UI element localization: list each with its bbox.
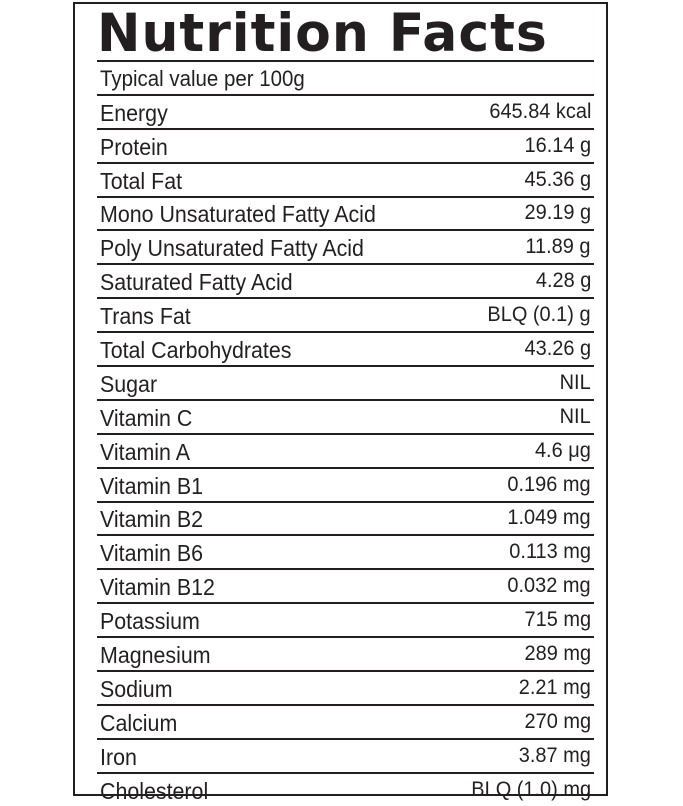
nutrient-name: Energy [100, 99, 168, 126]
nutrient-amount: 45.36 g [524, 167, 591, 191]
nutrient-amount: 16.14 g [524, 133, 591, 157]
nutrient-amount: 0.113 mg [509, 540, 591, 564]
nutrient-amount: 43.26 g [524, 337, 591, 361]
nutrient-amount: 715 mg [524, 608, 591, 632]
nutrient-name: Saturated Fatty Acid [100, 269, 293, 296]
nutrient-amount: 645.84 kcal [488, 99, 591, 123]
serving-basis-row: Typical value per 100g [97, 60, 594, 94]
nutrient-row: Vitamin A 4.6 μg [97, 432, 594, 467]
nutrient-amount: 0.196 mg [507, 472, 591, 496]
nutrient-row: Saturated Fatty Acid 4.28 g [97, 263, 594, 297]
nutrient-name: Vitamin A [100, 438, 190, 465]
nutrient-name: Vitamin B1 [100, 472, 204, 499]
nutrient-name: Mono Unsaturated Fatty Acid [100, 201, 376, 228]
nutrient-amount: NIL [559, 370, 591, 394]
nutrient-name: Magnesium [100, 642, 211, 669]
nutrient-amount: BLQ (1.0) mg [471, 777, 591, 801]
nutrient-name: Potassium [100, 608, 200, 635]
nutrient-row: Vitamin B2 1.049 mg [97, 500, 594, 535]
nutrient-amount: 0.032 mg [507, 574, 591, 598]
nutrient-name: Total Fat [100, 167, 183, 194]
nutrition-facts-label: Nutrition Facts Typical value per 100g E… [73, 2, 608, 804]
nutrient-amount: NIL [559, 404, 591, 428]
nutrient-row: Vitamin B6 0.113 mg [97, 534, 594, 568]
nutrient-amount: 4.6 μg [535, 438, 591, 462]
nutrient-row: Total Fat 45.36 g [97, 161, 594, 196]
nutrient-amount: BLQ (0.1) g [487, 303, 591, 327]
nutrient-row: Cholesterol BLQ (1.0) mg [97, 771, 594, 806]
nutrient-row: Total Carbohydrates 43.26 g [97, 331, 594, 365]
nutrient-name: Total Carbohydrates [100, 337, 292, 364]
nutrient-row: Poly Unsaturated Fatty Acid 11.89 g [97, 229, 594, 263]
nutrient-row: Energy 645.84 kcal [97, 93, 594, 128]
nutrient-row: Vitamin B1 0.196 mg [97, 466, 594, 501]
nutrient-table: Typical value per 100g Energy 645.84 kcal… [97, 60, 594, 806]
nutrient-name: Vitamin B12 [100, 574, 215, 601]
nutrient-row: Magnesium 289 mg [97, 636, 594, 670]
label-title: Nutrition Facts [97, 3, 548, 64]
nutrient-row: Vitamin B12 0.032 mg [97, 568, 594, 602]
nutrient-amount: 3.87 mg [518, 743, 591, 767]
nutrient-amount: 2.21 mg [518, 675, 591, 699]
nutrient-name: Sugar [100, 370, 158, 397]
nutrient-row: Vitamin C NIL [97, 398, 594, 433]
nutrient-row: Protein 16.14 g [97, 127, 594, 162]
nutrient-name: Cholesterol [100, 777, 209, 804]
nutrient-row: Iron 3.87 mg [97, 737, 594, 772]
nutrient-amount: 11.89 g [525, 235, 591, 259]
nutrient-row: Sugar NIL [97, 365, 594, 399]
nutrient-name: Trans Fat [100, 303, 191, 330]
nutrient-amount: 1.049 mg [507, 506, 591, 530]
nutrient-amount: 270 mg [524, 709, 591, 733]
nutrient-amount: 289 mg [524, 642, 591, 666]
nutrient-row: Potassium 715 mg [97, 602, 594, 636]
nutrient-amount: 4.28 g [535, 269, 591, 293]
nutrient-row: Trans Fat BLQ (0.1) g [97, 297, 594, 331]
nutrient-name: Vitamin C [100, 404, 193, 431]
nutrient-name: Calcium [100, 709, 178, 736]
nutrient-row: Sodium 2.21 mg [97, 670, 594, 704]
nutrient-name: Poly Unsaturated Fatty Acid [100, 235, 364, 262]
nutrient-name: Protein [100, 133, 168, 160]
serving-basis-text: Typical value per 100g [100, 65, 305, 91]
nutrient-name: Sodium [100, 675, 173, 702]
nutrient-name: Vitamin B6 [100, 540, 204, 567]
nutrient-name: Vitamin B2 [100, 506, 204, 533]
nutrient-amount: 29.19 g [524, 201, 591, 225]
nutrient-name: Iron [100, 743, 137, 770]
nutrient-row: Calcium 270 mg [97, 703, 594, 738]
nutrient-row: Mono Unsaturated Fatty Acid 29.19 g [97, 195, 594, 230]
